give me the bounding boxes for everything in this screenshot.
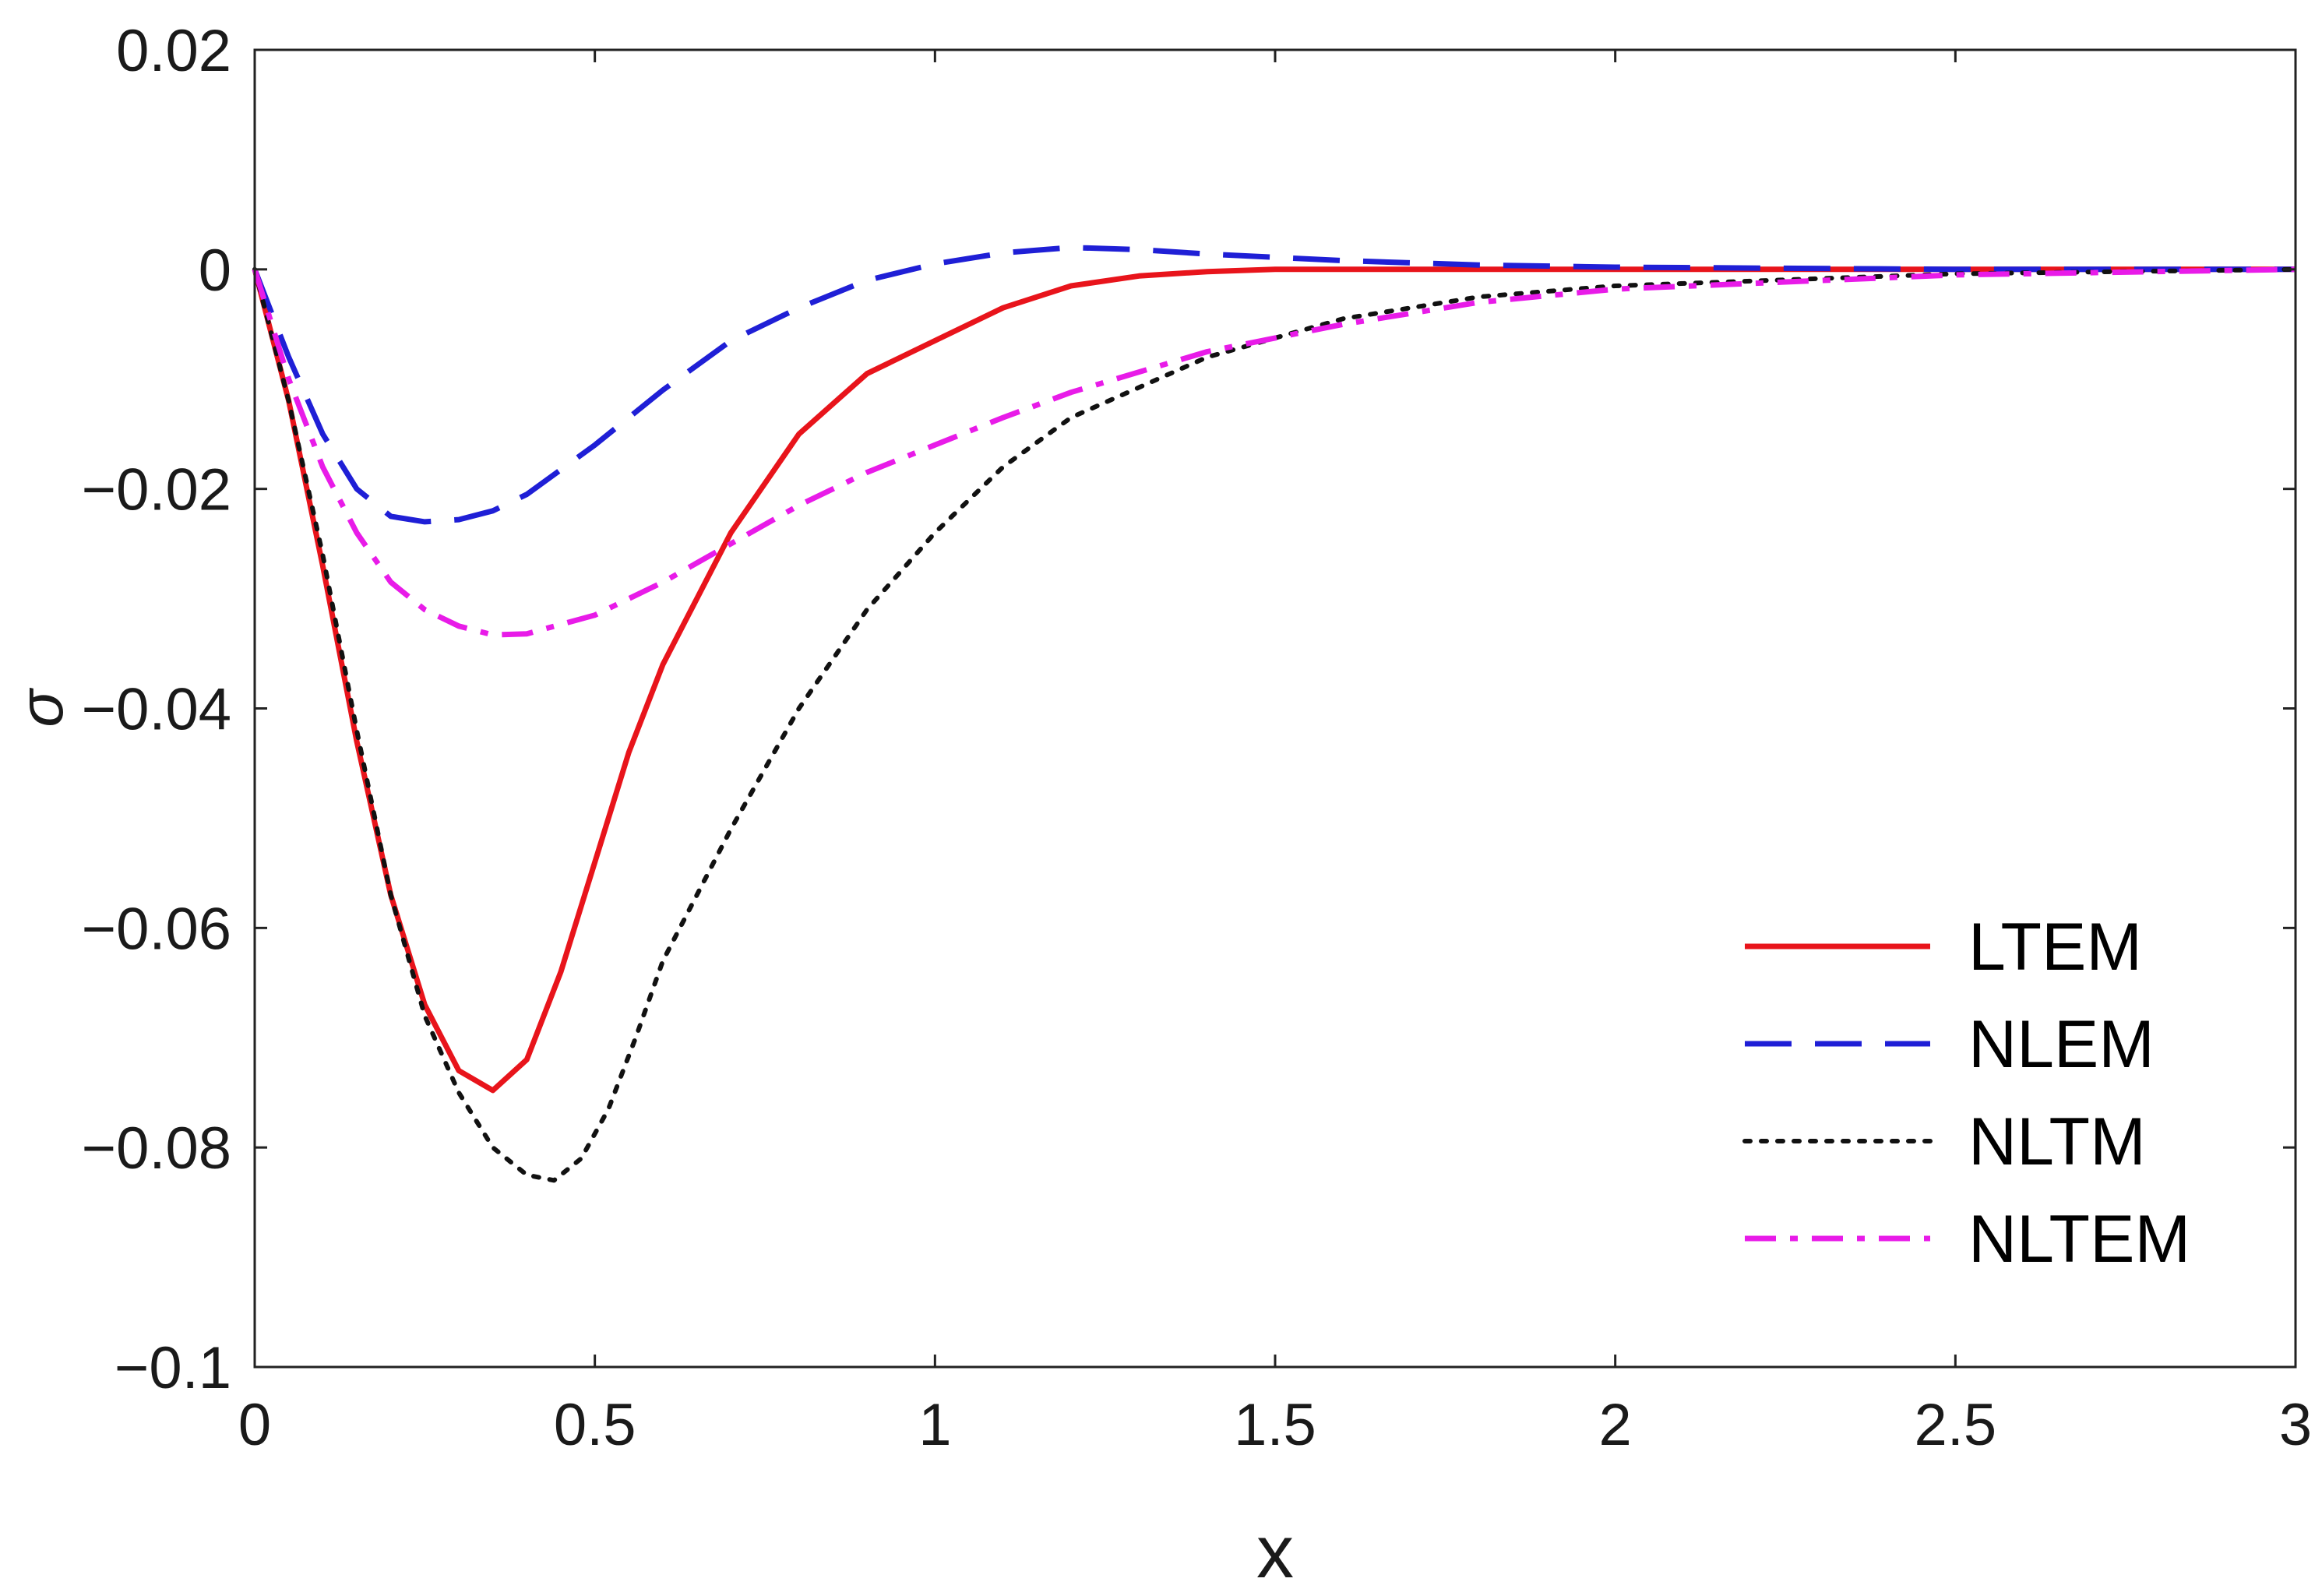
series-line-nlem bbox=[252, 245, 2296, 525]
y-tick-label: −0.08 bbox=[82, 1115, 231, 1182]
x-tick-label: 2 bbox=[1599, 1392, 1632, 1458]
legend-label-ltem: LTEM bbox=[1968, 910, 2142, 985]
y-axis-title: σ bbox=[6, 688, 76, 728]
x-tick-label: 2.5 bbox=[1915, 1392, 1997, 1458]
legend-label-nltm: NLTM bbox=[1968, 1105, 2146, 1179]
x-tick-label: 0.5 bbox=[554, 1392, 636, 1458]
tick-layer bbox=[253, 48, 2297, 1369]
legend: LTEM NLEM NLTM NLTEM bbox=[1742, 910, 2190, 1277]
x-tick-label: 1.5 bbox=[1234, 1392, 1316, 1458]
x-tick-label: 3 bbox=[2279, 1392, 2312, 1458]
y-tick-label: 0.02 bbox=[116, 18, 231, 84]
label-layer: 0 0.5 1 1.5 2 2.5 3 −0.1 −0.08 −0.06 −0.04 −0.02 0 0.… bbox=[82, 18, 2312, 1458]
series-line-nltm bbox=[252, 266, 2298, 1183]
legend-label-nlem: NLEM bbox=[1968, 1007, 2155, 1082]
y-tick-label: −0.06 bbox=[82, 896, 231, 962]
series-line-nltem bbox=[252, 266, 2296, 638]
y-tick-label: −0.02 bbox=[82, 457, 231, 523]
x-tick-label: 1 bbox=[918, 1392, 951, 1458]
legend-label-nltem: NLTEM bbox=[1968, 1202, 2190, 1277]
y-tick-label: −0.04 bbox=[82, 677, 231, 743]
y-tick-label: 0 bbox=[199, 238, 231, 304]
x-tick-label: 0 bbox=[238, 1392, 271, 1458]
series-layer bbox=[252, 245, 2298, 1183]
y-tick-label: −0.1 bbox=[115, 1335, 231, 1401]
x-axis-title: x bbox=[1256, 1510, 1294, 1594]
